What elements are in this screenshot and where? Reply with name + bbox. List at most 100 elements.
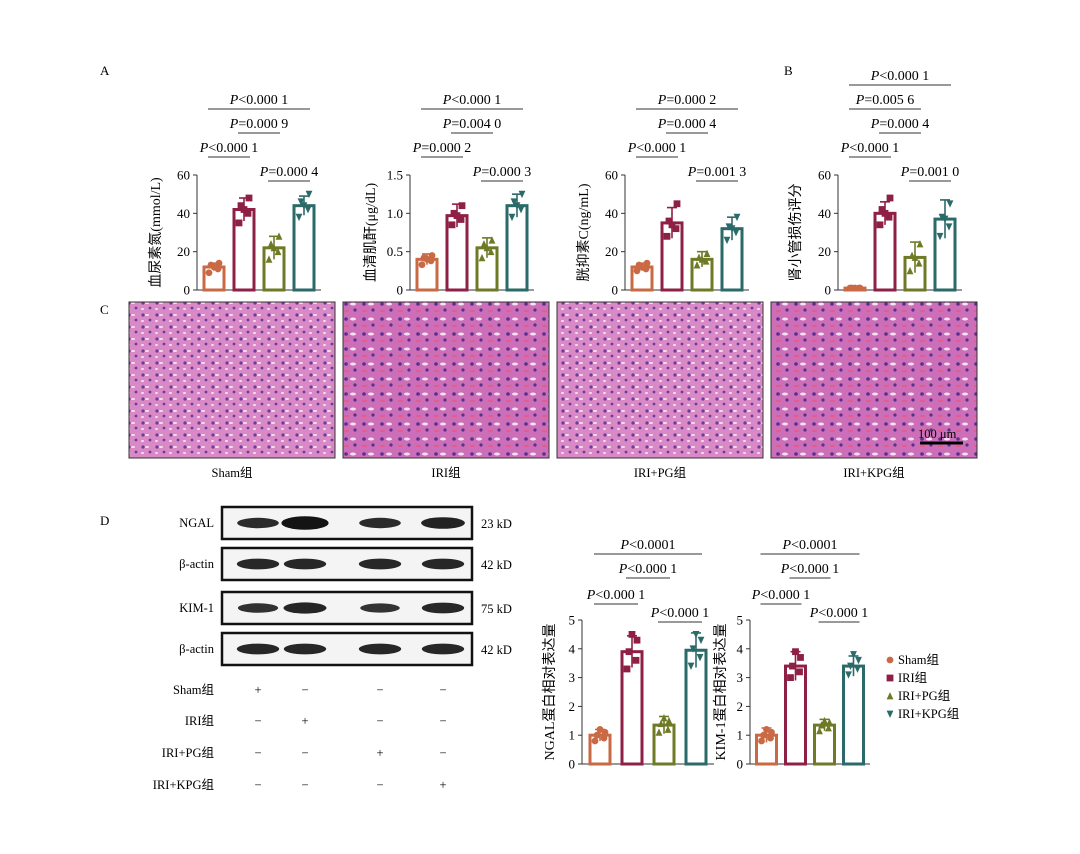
data-point xyxy=(760,731,767,739)
y-axis-label: KIM-1蛋白相对表达量 xyxy=(713,624,729,761)
blot-sign: − xyxy=(301,778,308,792)
data-point xyxy=(423,255,431,263)
legend-marker xyxy=(886,674,894,682)
panel-label-d: D xyxy=(100,513,109,528)
data-point xyxy=(845,671,852,679)
y-tick-label: 0 xyxy=(825,283,832,298)
data-point xyxy=(510,198,518,206)
data-point xyxy=(245,194,253,202)
data-point xyxy=(643,259,651,267)
data-point xyxy=(517,206,525,214)
data-point xyxy=(816,726,823,735)
data-point xyxy=(825,724,832,732)
data-point xyxy=(945,223,953,231)
data-point xyxy=(267,240,275,248)
y-tick-label: 40 xyxy=(177,206,190,221)
blot-band xyxy=(283,602,327,614)
data-point xyxy=(274,247,282,256)
data-point xyxy=(483,243,491,252)
data-point xyxy=(487,247,495,256)
blot-band xyxy=(236,558,280,570)
chart-cys: 0 20 40 60 胱抑素C(ng/mL) P<0.000 1P=0.001 3 P=0.… xyxy=(576,93,749,298)
y-tick-label: 4 xyxy=(737,641,744,656)
p-value-label: P<0.0001 xyxy=(782,538,838,553)
p-value-label: P<0.000 1 xyxy=(618,562,677,577)
scale-bar-label: 100 μm xyxy=(918,427,957,441)
y-tick-label: 5 xyxy=(569,613,576,628)
data-point xyxy=(881,209,889,217)
data-point xyxy=(850,651,857,659)
data-point xyxy=(787,674,794,681)
blot-sign: − xyxy=(376,778,383,792)
data-point xyxy=(518,190,526,199)
p-value-label: P=0.000 3 xyxy=(472,165,531,180)
blot-sign: − xyxy=(439,683,446,697)
data-point xyxy=(796,668,803,676)
y-tick-label: 20 xyxy=(177,244,190,259)
data-point xyxy=(448,221,456,229)
y-tick-label: 1.5 xyxy=(387,168,403,183)
p-value-label: P=0.000 4 xyxy=(657,117,716,132)
data-point xyxy=(601,728,609,736)
panel-label-b: B xyxy=(784,63,793,78)
p-value-label: P<0.000 1 xyxy=(442,93,501,108)
data-point xyxy=(936,232,944,241)
y-tick-label: 3 xyxy=(737,670,744,685)
p-value-label: P=0.000 4 xyxy=(259,165,318,180)
legend-marker xyxy=(886,710,894,718)
blot-group-label: IRI+PG组 xyxy=(162,746,214,760)
data-point xyxy=(265,255,273,263)
data-point xyxy=(240,206,248,213)
y-tick-label: 0 xyxy=(569,757,576,772)
legend-label: IRI+PG组 xyxy=(898,689,950,703)
data-point xyxy=(856,284,864,292)
p-value-label: P<0.000 1 xyxy=(199,141,258,156)
data-point xyxy=(703,249,711,257)
data-point xyxy=(911,253,919,261)
y-axis-label: 胱抑素C(ng/mL) xyxy=(576,183,592,281)
blot-sign: − xyxy=(254,714,261,728)
data-point xyxy=(906,266,914,275)
data-point xyxy=(663,232,671,240)
blot-band xyxy=(421,643,465,655)
data-point xyxy=(275,232,283,240)
data-point xyxy=(854,665,861,673)
blot-band xyxy=(283,558,327,570)
y-axis-label: 血清肌酐(μg/dL) xyxy=(363,183,379,283)
data-point xyxy=(304,206,312,214)
data-point xyxy=(480,240,488,248)
p-value-label: P<0.000 1 xyxy=(840,141,899,156)
data-point xyxy=(826,718,833,726)
data-point xyxy=(508,213,516,222)
data-point xyxy=(660,714,668,722)
data-point xyxy=(723,236,731,245)
blot-group-label: IRI组 xyxy=(185,714,214,728)
data-point xyxy=(733,213,741,222)
y-tick-label: 3 xyxy=(569,670,576,685)
data-point xyxy=(295,213,303,222)
y-tick-label: 0 xyxy=(184,283,191,298)
blot-size-label: 42 kD xyxy=(481,643,512,657)
data-point xyxy=(593,731,601,739)
data-point xyxy=(665,217,673,225)
blot-sign: − xyxy=(439,714,446,728)
histology-image-iri-kpg xyxy=(770,301,978,459)
y-tick-label: 60 xyxy=(177,168,190,183)
blot-sign: + xyxy=(254,683,261,697)
histology-panels: 100 μm Sham组 IRI组 IRI+PG组 IRI+KPG组 xyxy=(128,301,978,480)
data-point xyxy=(692,631,700,639)
data-point xyxy=(665,716,673,725)
data-point xyxy=(767,734,774,742)
y-tick-label: 0 xyxy=(737,757,744,772)
data-point xyxy=(758,737,765,745)
blot-band xyxy=(283,643,327,655)
legend-label: IRI+KPG组 xyxy=(898,707,959,721)
data-point xyxy=(689,645,697,653)
blot-band xyxy=(358,643,402,655)
blot-sign: − xyxy=(254,778,261,792)
data-point xyxy=(457,216,465,223)
histology-image-iri-pg xyxy=(556,301,764,459)
